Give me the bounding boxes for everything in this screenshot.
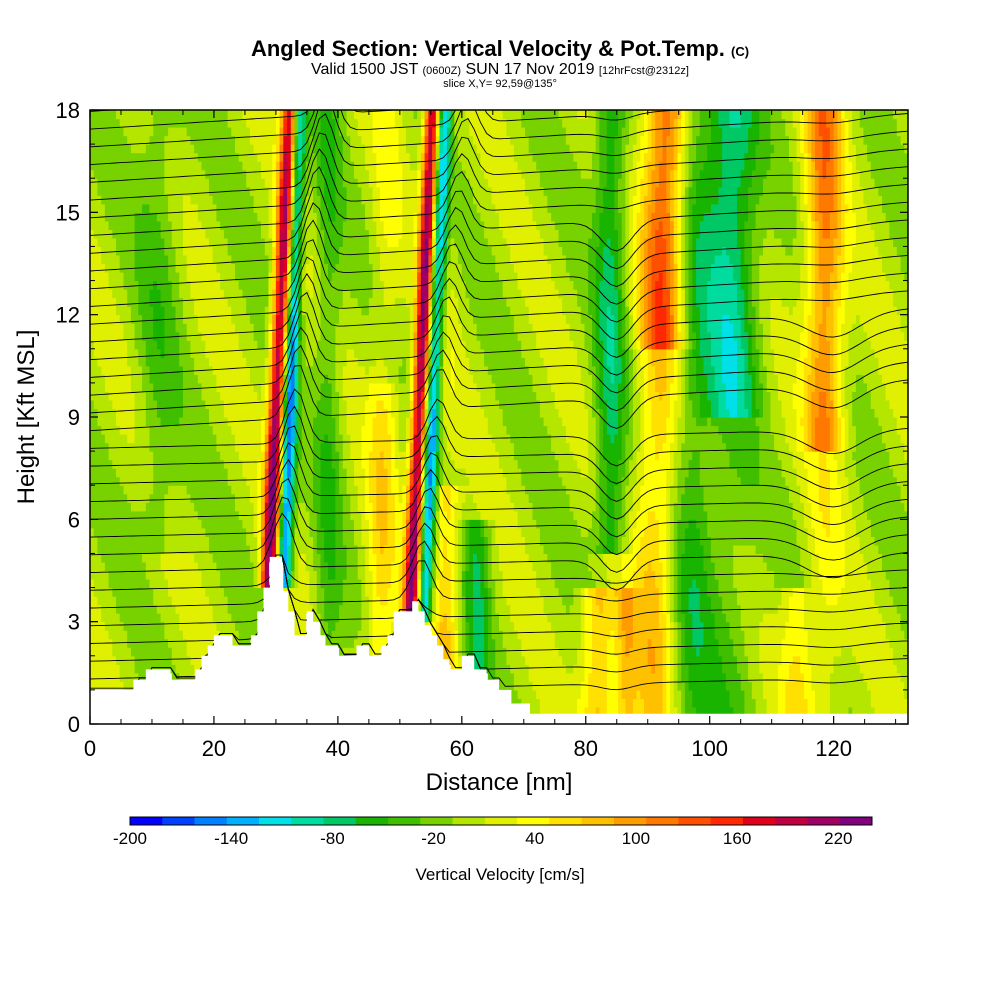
colorbar-swatch — [452, 817, 486, 825]
theta-contour — [90, 554, 908, 609]
theta-contour — [90, 365, 908, 432]
colorbar-swatch — [678, 817, 712, 825]
theta-contour — [90, 110, 686, 148]
colorbar-swatch — [388, 817, 421, 825]
colorbar-swatch — [710, 817, 744, 825]
colorbar-swatch — [549, 817, 583, 825]
colorbar-swatch — [839, 817, 873, 825]
y-tick-label: 3 — [68, 610, 80, 635]
theta-contour — [90, 326, 908, 396]
theta-contour — [90, 477, 908, 556]
colorbar-tick-label: -20 — [421, 829, 446, 848]
theta-contour — [90, 458, 908, 538]
theta-contour — [90, 512, 908, 591]
theta-contour — [90, 202, 908, 272]
colorbar-label: Vertical Velocity [cm/s] — [415, 865, 584, 884]
colorbar-tick-label: 40 — [525, 829, 544, 848]
theta-contour — [90, 110, 908, 166]
chart-slice-info: slice X,Y= 92,59@135° — [443, 78, 557, 90]
colorbar-tick-label: -200 — [113, 829, 147, 848]
theta-contour — [90, 110, 119, 112]
colorbar-swatch — [517, 817, 550, 825]
terrain — [90, 556, 908, 724]
colorbar-tick-label: 100 — [622, 829, 650, 848]
theta-contour — [90, 344, 908, 414]
colorbar-tick-label: -140 — [214, 829, 248, 848]
theta-contour — [90, 148, 908, 219]
axis-ticks: 0 20 40 60 80 100 120 0 3 6 9 12 15 18 — [56, 98, 908, 761]
velocity-field — [90, 110, 908, 716]
x-tick-label: 20 — [202, 736, 226, 761]
x-tick-label: 60 — [450, 736, 474, 761]
theta-contour — [90, 291, 908, 361]
y-tick-label: 6 — [68, 507, 80, 532]
theta-contours — [90, 110, 908, 691]
theta-contour — [90, 219, 908, 290]
theta-contour — [90, 272, 908, 343]
colorbar-swatch — [613, 817, 647, 825]
colorbar-swatch — [484, 817, 518, 825]
x-tick-label: 80 — [574, 736, 598, 761]
theta-contour — [90, 425, 908, 502]
theta-contour — [90, 554, 908, 627]
y-tick-label: 9 — [68, 405, 80, 430]
theta-contour — [90, 186, 908, 254]
colorbar-swatch — [323, 817, 357, 825]
y-tick-label: 0 — [68, 712, 80, 737]
colorbar-swatch — [775, 817, 808, 825]
theta-contour — [90, 110, 403, 130]
theta-contour — [90, 388, 908, 467]
colorbar-tick-label: 220 — [824, 829, 852, 848]
y-tick-label: 18 — [56, 98, 80, 123]
colorbar-swatch — [355, 817, 389, 825]
theta-contour — [90, 496, 908, 573]
theta-contour — [90, 239, 908, 307]
theta-contour — [90, 256, 908, 325]
chart-subtitle: Valid 1500 JST (0600Z) SUN 17 Nov 2019 [… — [311, 61, 689, 78]
colorbar-swatch — [226, 817, 260, 825]
x-tick-label: 0 — [84, 736, 96, 761]
y-tick-label: 15 — [56, 200, 80, 225]
colorbar-swatch — [646, 817, 679, 825]
colorbar-swatch — [743, 817, 776, 825]
x-axis-label: Distance [nm] — [426, 769, 573, 796]
colorbar-tick-label: 160 — [723, 829, 751, 848]
theta-contour — [90, 405, 908, 485]
colorbar-swatch — [162, 817, 196, 825]
theta-contour — [90, 310, 908, 378]
y-axis-label: Height [Kft MSL] — [13, 330, 40, 505]
theta-contour — [90, 132, 908, 201]
x-tick-label: 40 — [326, 736, 350, 761]
x-tick-label: 120 — [815, 736, 852, 761]
y-tick-label: 12 — [56, 303, 80, 328]
theta-contour — [90, 113, 908, 183]
colorbar-swatch — [807, 817, 841, 825]
theta-contour — [90, 166, 908, 236]
chart-title: Angled Section: Vertical Velocity & Pot.… — [250, 36, 750, 61]
colorbar-tick-label: -80 — [320, 829, 345, 848]
theta-contour — [90, 554, 908, 644]
colorbar-swatch — [581, 817, 615, 825]
colorbar-swatch — [259, 817, 292, 825]
colorbar-swatch — [420, 817, 454, 825]
x-tick-label: 100 — [691, 736, 728, 761]
theta-contour — [90, 540, 908, 591]
colorbar-swatch — [291, 817, 325, 825]
colorbar-swatch — [194, 817, 228, 825]
theta-contour — [90, 442, 908, 520]
colorbar-swatch — [130, 817, 163, 825]
colorbar: -200 -140 -80 -20 40 100 160 220 — [113, 816, 873, 848]
